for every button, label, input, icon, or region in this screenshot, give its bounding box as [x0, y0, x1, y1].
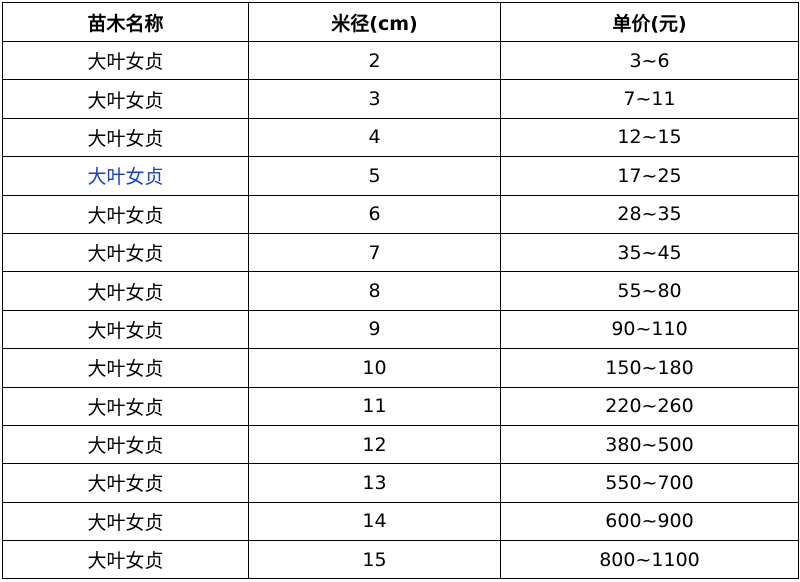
table-row: 大叶女贞 2 3~6	[2, 40, 799, 81]
table-row: 大叶女贞 13 550~700	[2, 463, 799, 503]
table-cell: 7	[248, 232, 501, 273]
table-body: 大叶女贞 2 3~6 大叶女贞 3 7~11 大叶女贞 4 12~15 大叶女贞 5 17~25 大叶女…	[2, 40, 799, 580]
table-row: 大叶女贞 15 800~1100	[2, 540, 799, 580]
table-cell: 3	[248, 79, 501, 119]
table-cell: 大叶女贞	[2, 40, 249, 81]
table-cell: 大叶女贞	[2, 271, 249, 311]
table-row: 大叶女贞 8 55~80	[2, 271, 799, 311]
header-row: 苗木名称 米径(cm) 单价(元)	[2, 2, 799, 42]
table-cell: 10	[248, 348, 501, 388]
table-cell: 大叶女贞	[2, 117, 249, 158]
table-row: 大叶女贞 14 600~900	[2, 501, 799, 542]
table-cell: 大叶女贞	[2, 501, 249, 542]
table-cell: 2	[248, 40, 501, 81]
table-row: 大叶女贞 7 35~45	[2, 232, 799, 273]
header-cell: 单价(元)	[500, 2, 799, 42]
table-row: 大叶女贞 3 7~11	[2, 79, 799, 119]
table-row: 大叶女贞 5 17~25	[2, 156, 799, 196]
table-cell: 800~1100	[500, 540, 799, 580]
table-cell: 大叶女贞	[2, 232, 249, 273]
table-row: 大叶女贞 12 380~500	[2, 424, 799, 465]
table-cell: 550~700	[500, 463, 799, 503]
table-cell: 8	[248, 271, 501, 311]
table-cell: 55~80	[500, 271, 799, 311]
table-cell: 5	[248, 156, 501, 196]
table-cell: 4	[248, 117, 501, 158]
table-cell: 220~260	[500, 386, 799, 426]
table-cell: 15	[248, 540, 501, 580]
table-row: 大叶女贞 10 150~180	[2, 348, 799, 388]
table-cell: 大叶女贞	[2, 424, 249, 465]
table-cell: 6	[248, 194, 501, 234]
table-cell: 大叶女贞	[2, 309, 249, 350]
table-cell: 9	[248, 309, 501, 350]
table-cell: 大叶女贞	[2, 79, 249, 119]
table-cell: 14	[248, 501, 501, 542]
table-cell: 600~900	[500, 501, 799, 542]
table-cell: 大叶女贞	[2, 386, 249, 426]
table-cell: 150~180	[500, 348, 799, 388]
header-cell: 米径(cm)	[248, 2, 501, 42]
table-cell: 17~25	[500, 156, 799, 196]
table-cell: 28~35	[500, 194, 799, 234]
table-row: 大叶女贞 6 28~35	[2, 194, 799, 234]
table-cell: 12	[248, 424, 501, 465]
table-cell: 13	[248, 463, 501, 503]
table-cell: 11	[248, 386, 501, 426]
table-cell: 7~11	[500, 79, 799, 119]
table-cell: 大叶女贞	[2, 348, 249, 388]
table-cell: 380~500	[500, 424, 799, 465]
link-cell[interactable]: 大叶女贞	[2, 156, 249, 196]
table-row: 大叶女贞 9 90~110	[2, 309, 799, 350]
table-row: 大叶女贞 11 220~260	[2, 386, 799, 426]
table-cell: 12~15	[500, 117, 799, 158]
table-cell: 大叶女贞	[2, 540, 249, 580]
table-cell: 35~45	[500, 232, 799, 273]
table-cell: 90~110	[500, 309, 799, 350]
table-cell: 大叶女贞	[2, 463, 249, 503]
table-row: 大叶女贞 4 12~15	[2, 117, 799, 158]
table-cell: 3~6	[500, 40, 799, 81]
table-cell: 大叶女贞	[2, 194, 249, 234]
header-cell: 苗木名称	[2, 2, 249, 42]
